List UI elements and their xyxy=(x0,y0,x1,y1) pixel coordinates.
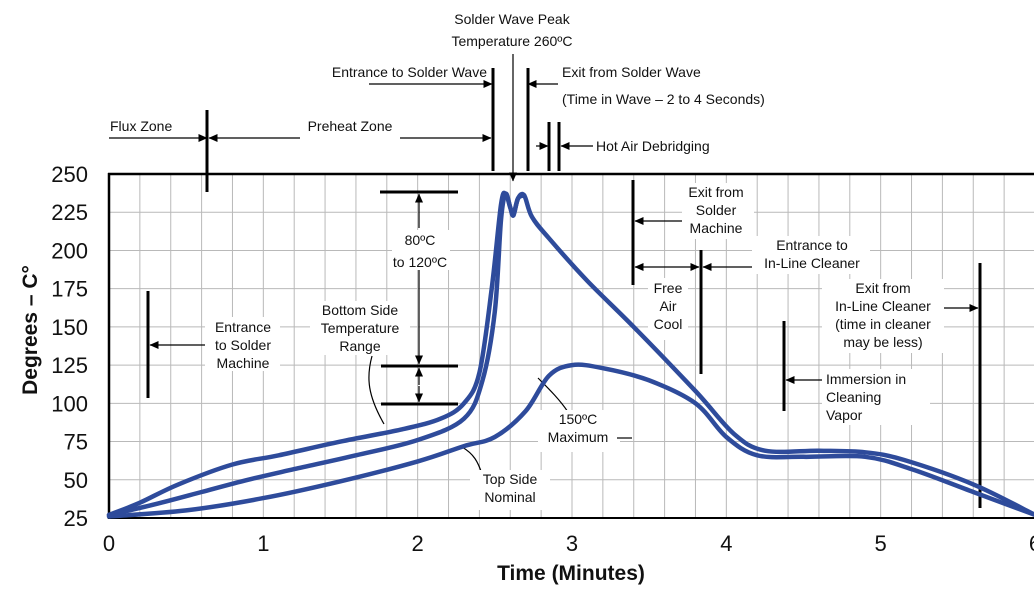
x-tick-label: 3 xyxy=(566,531,578,556)
y-tick-label: 150 xyxy=(51,315,88,340)
immersion-label-3: Vapor xyxy=(826,407,863,423)
free-air-label-1: Free xyxy=(654,280,683,296)
y-tick-label: 125 xyxy=(51,353,88,378)
x-tick-label: 5 xyxy=(875,531,887,556)
x-tick-label: 6 xyxy=(1029,531,1034,556)
exit-machine-label-1: Exit from xyxy=(688,184,743,200)
x-tick-label: 1 xyxy=(257,531,269,556)
y-tick-label: 250 xyxy=(51,162,88,187)
y-tick-label: 200 xyxy=(51,238,88,263)
range-label-2: to 120ºC xyxy=(393,254,447,270)
y-tick-label: 175 xyxy=(51,277,88,302)
y-tick-label: 100 xyxy=(51,391,88,416)
entrance-machine-label-3: Machine xyxy=(217,355,270,371)
x-tick-labels: 0 1 2 3 4 5 6 xyxy=(103,531,1034,556)
entrance-solder-wave-label: Entrance to Solder Wave xyxy=(332,64,487,80)
top-side-label-2: Nominal xyxy=(484,489,535,505)
y-axis-title: Degrees – C° xyxy=(19,265,42,395)
hot-air-label: Hot Air Debridging xyxy=(596,138,710,154)
exit-solder-wave-label: Exit from Solder Wave xyxy=(562,64,701,80)
solder-wave-peak-label-1: Solder Wave Peak xyxy=(454,11,570,27)
y-tick-label: 25 xyxy=(64,506,88,531)
entrance-cleaner-label-1: Entrance to xyxy=(776,237,848,253)
bottom-side-label-3: Range xyxy=(339,338,380,354)
time-in-wave-label: (Time in Wave – 2 to 4 Seconds) xyxy=(562,91,765,107)
max-150-label-2: Maximum xyxy=(548,429,609,445)
max-150-label-1: 150ºC xyxy=(559,411,598,427)
bottom-side-label-1: Bottom Side xyxy=(322,302,398,318)
exit-cleaner-label-2: In-Line Cleaner xyxy=(835,298,931,314)
x-axis-title: Time (Minutes) xyxy=(497,562,645,585)
exit-machine-label-3: Machine xyxy=(690,220,743,236)
y-tick-label: 225 xyxy=(51,200,88,225)
immersion-label-1: Immersion in xyxy=(826,371,906,387)
entrance-cleaner-label-2: In-Line Cleaner xyxy=(764,255,860,271)
range-label-1: 80ºC xyxy=(405,232,436,248)
solder-wave-peak-label-2: Temperature 260ºC xyxy=(451,33,572,49)
bottom-side-label-2: Temperature xyxy=(321,320,400,336)
free-air-label-3: Cool xyxy=(654,316,683,332)
y-tick-label: 50 xyxy=(64,468,88,493)
exit-cleaner-label-1: Exit from xyxy=(855,280,910,296)
free-air-label-2: Air xyxy=(659,298,676,314)
y-tick-label: 75 xyxy=(64,430,88,455)
immersion-label-2: Cleaning xyxy=(826,389,881,405)
top-side-label-1: Top Side xyxy=(483,471,538,487)
preheat-zone-label: Preheat Zone xyxy=(308,118,393,134)
x-tick-label: 4 xyxy=(720,531,732,556)
exit-machine-label-2: Solder xyxy=(696,202,737,218)
y-tick-labels: 25 50 75 100 125 150 175 200 225 250 xyxy=(51,162,88,531)
flux-zone-label: Flux Zone xyxy=(110,118,172,134)
entrance-machine-label-1: Entrance xyxy=(215,319,271,335)
x-tick-label: 0 xyxy=(103,531,115,556)
exit-cleaner-label-3: (time in cleaner xyxy=(835,316,931,332)
x-tick-label: 2 xyxy=(412,531,424,556)
entrance-machine-label-2: to Solder xyxy=(215,337,271,353)
exit-cleaner-label-4: may be less) xyxy=(843,334,922,350)
